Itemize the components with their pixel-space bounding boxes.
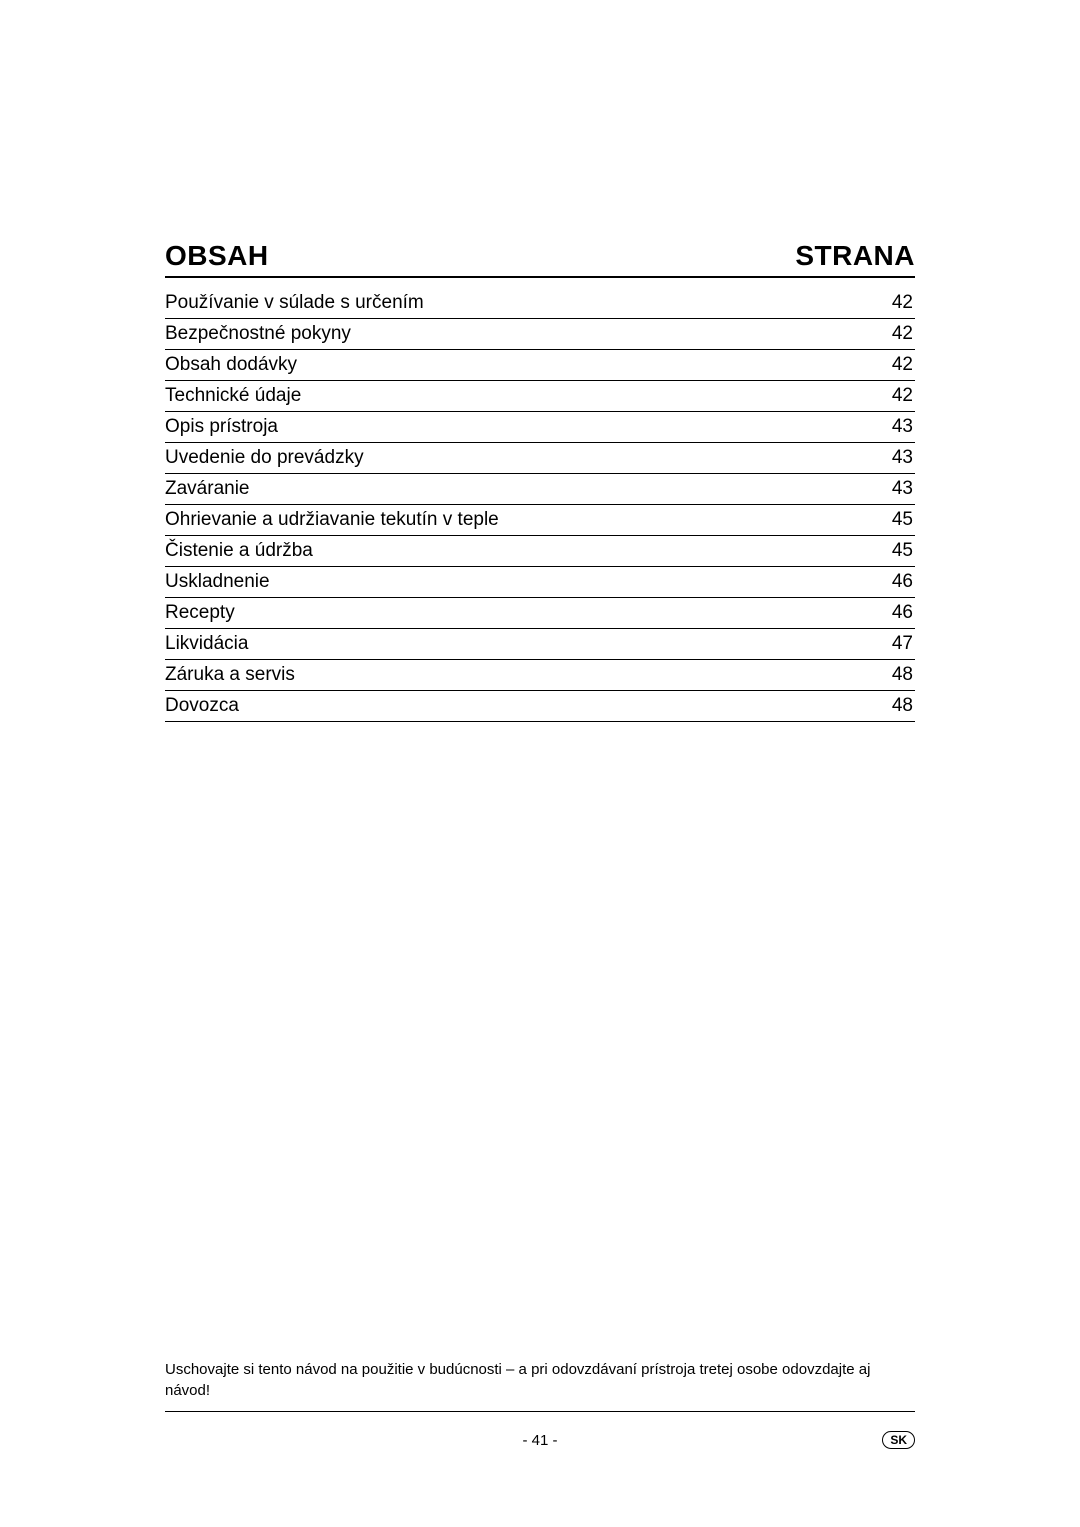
toc-page: 48 (855, 664, 915, 686)
toc-page: 42 (855, 354, 915, 376)
toc-title: Používanie v súlade s určením (165, 292, 855, 314)
toc-header: OBSAH STRANA (165, 240, 915, 278)
toc-row: Technické údaje 42 (165, 381, 915, 412)
toc-row: Recepty 46 (165, 598, 915, 629)
toc-page: 48 (855, 695, 915, 717)
toc-page: 42 (855, 323, 915, 345)
toc-row: Záruka a servis 48 (165, 660, 915, 691)
toc-page: 47 (855, 633, 915, 655)
toc-title: Ohrievanie a udržiavanie tekutín v teple (165, 509, 855, 531)
header-obsah: OBSAH (165, 240, 269, 272)
toc-title: Recepty (165, 602, 855, 624)
toc-title: Obsah dodávky (165, 354, 855, 376)
toc-page: 42 (855, 292, 915, 314)
toc-row: Obsah dodávky 42 (165, 350, 915, 381)
toc-title: Dovozca (165, 695, 855, 717)
toc-row: Uskladnenie 46 (165, 567, 915, 598)
toc-row: Čistenie a údržba 45 (165, 536, 915, 567)
toc-title: Zaváranie (165, 478, 855, 500)
toc-page: 43 (855, 478, 915, 500)
toc-row: Bezpečnostné pokyny 42 (165, 319, 915, 350)
header-strana: STRANA (795, 240, 915, 272)
toc-title: Záruka a servis (165, 664, 855, 686)
toc-title: Opis prístroja (165, 416, 855, 438)
toc-page: 45 (855, 540, 915, 562)
footer-note: Uschovajte si tento návod na použitie v … (165, 1359, 915, 1412)
toc-row: Dovozca 48 (165, 691, 915, 722)
toc-page: 46 (855, 602, 915, 624)
toc-page: 46 (855, 571, 915, 593)
page-number: - 41 - (522, 1432, 557, 1449)
toc-page: 43 (855, 416, 915, 438)
toc-row: Zaváranie 43 (165, 474, 915, 505)
toc-title: Uvedenie do prevádzky (165, 447, 855, 469)
toc-title: Bezpečnostné pokyny (165, 323, 855, 345)
toc-row: Likvidácia 47 (165, 629, 915, 660)
toc-row: Opis prístroja 43 (165, 412, 915, 443)
toc-title: Čistenie a údržba (165, 540, 855, 562)
toc-page: 42 (855, 385, 915, 407)
toc-title: Uskladnenie (165, 571, 855, 593)
toc-row: Ohrievanie a udržiavanie tekutín v teple… (165, 505, 915, 536)
page-footer: - 41 - SK (165, 1431, 915, 1449)
toc-page: 45 (855, 509, 915, 531)
toc-title: Likvidácia (165, 633, 855, 655)
toc-row: Používanie v súlade s určením 42 (165, 288, 915, 319)
toc-row: Uvedenie do prevádzky 43 (165, 443, 915, 474)
toc-title: Technické údaje (165, 385, 855, 407)
language-badge: SK (882, 1431, 915, 1449)
toc-page: 43 (855, 447, 915, 469)
page-content: OBSAH STRANA Používanie v súlade s určen… (0, 0, 1080, 722)
